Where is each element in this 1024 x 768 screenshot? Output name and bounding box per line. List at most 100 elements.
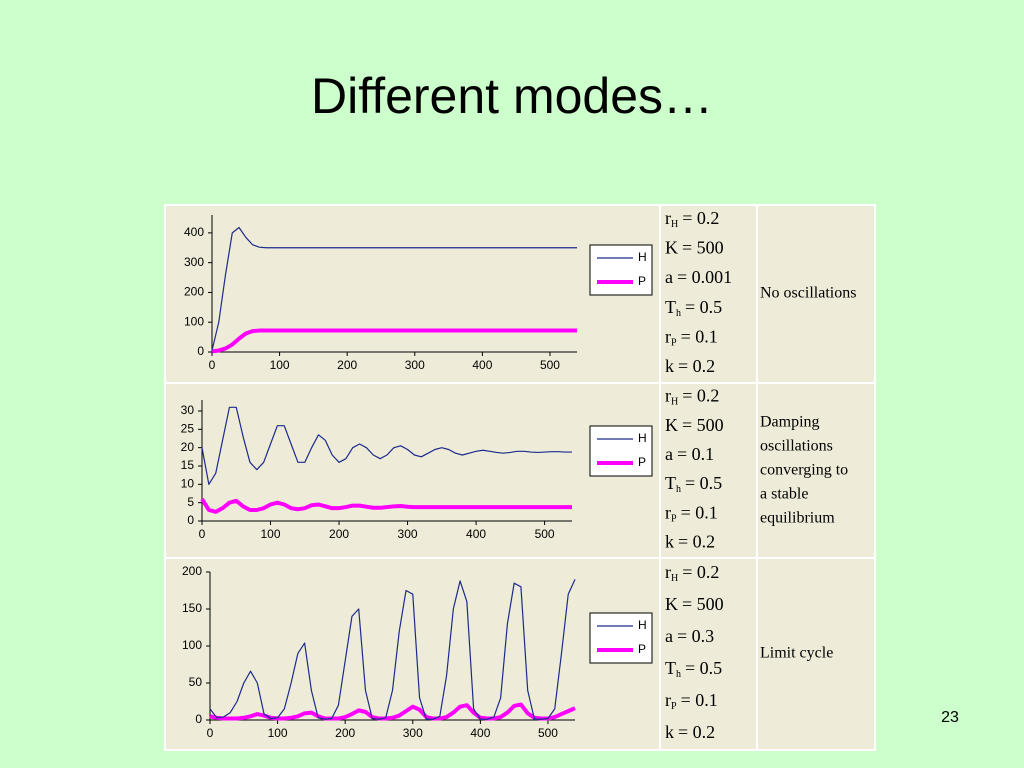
parameter: k = 0.2	[665, 532, 715, 552]
parameter-name: r	[665, 502, 671, 522]
parameter-name: k	[665, 722, 674, 742]
legend-box	[589, 425, 653, 477]
parameter-value: = 0.1	[681, 690, 718, 710]
series-line	[209, 579, 576, 720]
y-tick-label: 0	[195, 712, 202, 726]
parameter: rP = 0.1	[665, 690, 718, 712]
x-tick-label: 500	[535, 527, 555, 541]
parameter-subscript: h	[676, 308, 681, 319]
x-tick-label: 100	[268, 726, 288, 740]
parameter-name: k	[665, 356, 674, 376]
series-line	[200, 497, 572, 514]
parameter: rH = 0.2	[665, 562, 719, 584]
parameter: rH = 0.2	[665, 208, 719, 230]
parameter-value: = 500	[682, 238, 724, 258]
y-tick-label: 25	[181, 422, 195, 436]
description: a stable	[760, 486, 808, 503]
parameter-value: = 0.001	[677, 267, 732, 287]
parameter-name: r	[665, 690, 671, 710]
parameter-value: = 500	[682, 415, 724, 435]
panel-cell	[756, 204, 876, 384]
parameter-value: = 0.5	[685, 658, 722, 678]
x-tick-label: 200	[335, 726, 355, 740]
parameter: rH = 0.2	[665, 386, 719, 408]
parameter-name: a	[665, 444, 673, 464]
y-tick-label: 50	[189, 675, 203, 689]
y-tick-label: 200	[184, 285, 204, 299]
x-tick-label: 0	[209, 358, 216, 372]
parameter: rP = 0.1	[665, 327, 718, 349]
x-tick-label: 400	[466, 527, 486, 541]
parameter-value: = 0.1	[677, 444, 714, 464]
parameter-name: k	[665, 532, 674, 552]
panel-cell	[164, 204, 661, 384]
y-tick-label: 150	[182, 601, 202, 615]
legend-label: P	[638, 274, 646, 288]
parameter: k = 0.2	[665, 356, 715, 376]
x-tick-label: 400	[472, 358, 492, 372]
parameter-name: T	[665, 473, 676, 493]
parameter: K = 500	[665, 238, 724, 258]
parameter-subscript: h	[676, 669, 681, 680]
parameter-value: = 500	[682, 594, 724, 614]
y-tick-label: 400	[184, 225, 204, 239]
parameter-subscript: P	[671, 701, 677, 712]
panel-cell	[756, 557, 876, 751]
x-tick-label: 500	[538, 726, 558, 740]
series-line	[211, 226, 577, 351]
legend-label: H	[638, 431, 647, 445]
y-tick-label: 5	[187, 495, 194, 509]
description: Limit cycle	[760, 645, 833, 662]
parameter-value: = 0.2	[678, 532, 715, 552]
legend-label: H	[638, 250, 647, 264]
parameter: Th = 0.5	[665, 658, 722, 680]
x-tick-label: 500	[540, 358, 560, 372]
y-tick-label: 10	[181, 477, 195, 491]
parameter-value: = 0.1	[681, 327, 718, 347]
parameter: a = 0.1	[665, 444, 714, 464]
parameter-name: K	[665, 238, 678, 258]
description: Damping	[760, 414, 820, 431]
parameter-subscript: H	[671, 397, 678, 408]
parameter: rP = 0.1	[665, 502, 718, 524]
x-tick-label: 200	[337, 358, 357, 372]
parameter-subscript: H	[671, 573, 678, 584]
parameter-name: r	[665, 562, 671, 582]
parameter-value: = 0.3	[677, 626, 714, 646]
x-tick-label: 400	[470, 726, 490, 740]
parameter-name: T	[665, 297, 676, 317]
y-tick-label: 0	[197, 344, 204, 358]
legend-label: P	[638, 642, 646, 656]
parameter-name: a	[665, 626, 673, 646]
parameter-name: r	[665, 208, 671, 228]
panel-cell	[659, 204, 758, 384]
y-tick-label: 20	[181, 440, 195, 454]
description: converging to	[760, 462, 848, 479]
series-line	[211, 328, 577, 354]
parameter: Th = 0.5	[665, 473, 722, 495]
parameter-value: = 0.5	[685, 473, 722, 493]
x-tick-label: 300	[403, 726, 423, 740]
parameter-subscript: H	[671, 219, 678, 230]
parameter: K = 500	[665, 594, 724, 614]
panel-cell	[164, 382, 661, 559]
parameter: a = 0.3	[665, 626, 714, 646]
x-tick-label: 300	[398, 527, 418, 541]
y-tick-label: 15	[181, 458, 195, 472]
series-line	[201, 406, 572, 485]
description: No oscillations	[760, 285, 856, 302]
panel-cell	[659, 557, 758, 751]
description: equilibrium	[760, 510, 835, 527]
x-tick-label: 100	[270, 358, 290, 372]
slide-title: Different modes…	[311, 68, 713, 124]
parameter-name: a	[665, 267, 673, 287]
parameter-value: = 0.2	[682, 562, 719, 582]
parameter-name: r	[665, 386, 671, 406]
legend-label: H	[638, 618, 647, 632]
legend-box	[589, 612, 653, 664]
y-tick-label: 100	[184, 314, 204, 328]
x-tick-label: 200	[329, 527, 349, 541]
parameter-value: = 0.1	[681, 502, 718, 522]
parameter: k = 0.2	[665, 722, 715, 742]
